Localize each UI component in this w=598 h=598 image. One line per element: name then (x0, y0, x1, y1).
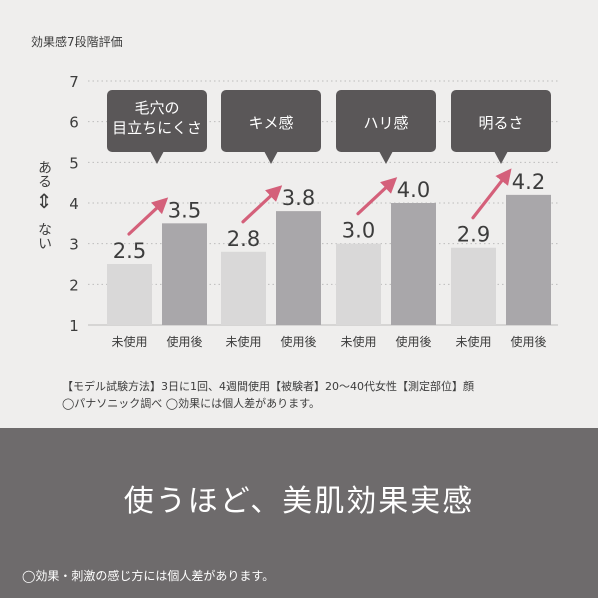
y-tick-label: 3 (69, 236, 79, 254)
y-axis-label-bottom: ない (36, 222, 52, 250)
headline-band (0, 428, 598, 598)
y-tick-label: 1 (69, 317, 79, 335)
value-label-before: 2.8 (227, 227, 260, 251)
y-tick-label: 5 (69, 154, 79, 172)
category-bubble-pointer (494, 151, 508, 164)
x-tick-label-after: 使用後 (166, 334, 202, 349)
increase-arrow (471, 168, 512, 220)
y-tick-label: 2 (69, 276, 79, 294)
x-tick-label-after: 使用後 (280, 334, 316, 349)
value-label-before: 2.5 (113, 239, 146, 263)
footnote: ◯効果・刺激の感じ方には個人差があります。 (22, 569, 275, 583)
x-tick-label-after: 使用後 (395, 334, 431, 349)
value-label-before: 2.9 (457, 223, 490, 247)
x-tick-label-before: 未使用 (340, 334, 376, 349)
bar-after (162, 223, 207, 325)
category-label: 明るさ (478, 114, 523, 132)
category-bubble-pointer (379, 151, 393, 164)
bar-after (276, 211, 321, 325)
bar-after (391, 203, 436, 325)
chart-caption: 効果感7段階評価 (31, 35, 123, 49)
bar-after (506, 194, 551, 325)
x-tick-label-before: 未使用 (455, 334, 491, 349)
y-axis-label-top: ある (36, 160, 52, 188)
bar-before (336, 243, 381, 325)
increase-arrow (127, 197, 169, 236)
bar-before (107, 264, 152, 325)
value-label-after: 4.2 (512, 170, 545, 194)
bar-before (451, 247, 496, 325)
category-label: 毛穴の (134, 99, 179, 117)
value-label-after: 3.8 (282, 186, 315, 210)
bar-before (221, 251, 266, 325)
value-label-after: 4.0 (397, 178, 430, 202)
increase-arrow (356, 177, 398, 216)
method-note: 【モデル試験方法】3日に1回、4週間使用【被験者】20〜40代女性【測定部位】顔 (62, 380, 474, 393)
y-axis-arrow: ⇕ (36, 189, 53, 213)
category-label: ハリ感 (363, 114, 408, 132)
survey-note: ◯パナソニック調べ ◯効果には個人差があります。 (62, 397, 321, 410)
category-bubble (451, 90, 551, 152)
category-bubble (107, 90, 207, 152)
x-tick-label-before: 未使用 (225, 334, 261, 349)
category-bubble (336, 90, 436, 152)
category-label: キメ感 (248, 114, 293, 132)
x-tick-label-before: 未使用 (111, 334, 147, 349)
category-bubble-pointer (150, 151, 164, 164)
y-tick-label: 4 (69, 195, 79, 213)
category-label: 目立ちにくさ (112, 119, 202, 137)
test-method-note: 【モデル試験方法】3日に1回、4週間使用【被験者】20〜40代女性【測定部位】顔… (62, 378, 592, 412)
category-bubble-pointer (264, 151, 278, 164)
value-label-before: 3.0 (342, 219, 375, 243)
value-label-after: 3.5 (168, 198, 201, 222)
increase-arrow (241, 185, 283, 224)
y-tick-label: 7 (69, 73, 79, 91)
category-bubble (221, 90, 321, 152)
headline: 使うほど、美肌効果実感 (123, 484, 475, 519)
y-tick-label: 6 (69, 114, 79, 132)
x-tick-label-after: 使用後 (510, 334, 546, 349)
